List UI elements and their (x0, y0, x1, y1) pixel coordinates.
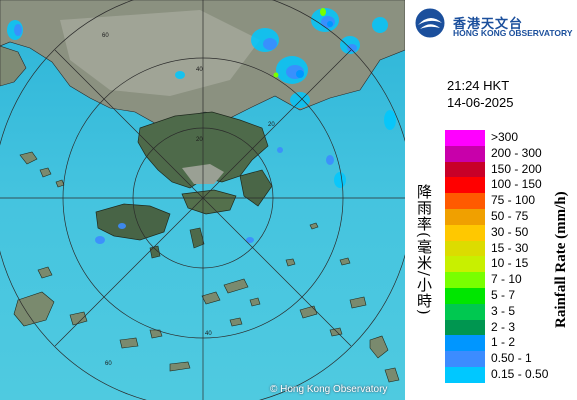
legend-color-scale (445, 130, 485, 383)
cheung-chau (149, 245, 161, 259)
legend-label: 0.15 - 0.50 (491, 366, 549, 381)
legend-label: 7 - 10 (491, 272, 522, 287)
legend-swatch (445, 366, 485, 383)
legend-swatch (445, 130, 485, 146)
legend-label: 1 - 2 (491, 335, 516, 350)
radar-map[interactable]: 20 40 60 40 60 20 © Hong Kong Observator… (0, 0, 405, 400)
legend-swatch (445, 240, 485, 257)
range-label-60-south: 60 (105, 361, 112, 367)
western-peninsula (0, 45, 27, 87)
hong-kong-island (181, 189, 237, 215)
outlying-islands (13, 151, 400, 383)
legend-label: 30 - 50 (491, 224, 529, 239)
legend-swatch (445, 319, 485, 336)
legend-swatch (445, 303, 485, 320)
legend-label: 100 - 150 (491, 177, 542, 192)
rain-echoes (7, 8, 396, 244)
legend-label: 150 - 200 (491, 161, 542, 176)
legend-label: 200 - 300 (491, 145, 542, 160)
logo-english-name: HONG KONG OBSERVATORY (453, 28, 573, 38)
legend-swatch (445, 351, 485, 367)
legend-swatch (445, 145, 485, 162)
sai-kung-peninsula (239, 169, 273, 207)
range-label-20: 20 (196, 137, 203, 143)
copyright-notice: © Hong Kong Observatory (270, 384, 388, 395)
legend-label: 75 - 100 (491, 193, 536, 208)
observatory-logo: 香港天文台 HONG KONG OBSERVATORY (413, 6, 573, 40)
legend-label: 15 - 30 (491, 240, 529, 255)
lamma-island (189, 227, 205, 249)
range-label-60: 60 (102, 33, 109, 39)
range-label-20-east: 20 (268, 122, 275, 128)
legend-panel: 香港天文台 HONG KONG OBSERVATORY 21:24 HKT 14… (405, 0, 577, 400)
legend-swatch (445, 161, 485, 178)
legend-swatch (445, 287, 485, 304)
legend-swatch (445, 272, 485, 288)
legend-swatch (445, 224, 485, 241)
observation-time: 21:24 HKT (447, 78, 510, 93)
legend-swatch (445, 335, 485, 352)
mainland-urban-area (60, 10, 260, 96)
range-ring-labels: 20 40 60 40 60 20 (102, 33, 275, 367)
lantau-island (95, 203, 171, 241)
legend-swatch (445, 208, 485, 225)
legend-label: 10 - 15 (491, 256, 529, 271)
legend-label: 0.50 - 1 (491, 351, 532, 366)
legend-title-english: Rainfall Rate (mm/h) (553, 191, 569, 329)
logo-chinese-name: 香港天文台 (453, 17, 524, 32)
radar-map-canvas: 20 40 60 40 60 20 (0, 0, 405, 400)
observation-date: 14-06-2025 (447, 95, 514, 110)
legend-label: 50 - 75 (491, 208, 529, 223)
legend-label: >300 (491, 130, 519, 144)
range-rings (0, 0, 405, 400)
legend-labels: >300 200 - 300 150 - 200 100 - 150 75 - 100 5… (491, 130, 548, 383)
legend-swatch (445, 256, 485, 273)
observatory-emblem-icon (414, 7, 446, 39)
legend-swatch (445, 193, 485, 209)
legend-title-chinese: 降雨率(毫米/小時) (415, 184, 433, 316)
range-label-40: 40 (196, 67, 203, 73)
range-label-40-south: 40 (205, 331, 212, 337)
legend-label: 2 - 3 (491, 319, 516, 334)
legend-label: 3 - 5 (491, 303, 516, 318)
legend-swatch (445, 177, 485, 194)
legend-label: 5 - 7 (491, 287, 516, 302)
